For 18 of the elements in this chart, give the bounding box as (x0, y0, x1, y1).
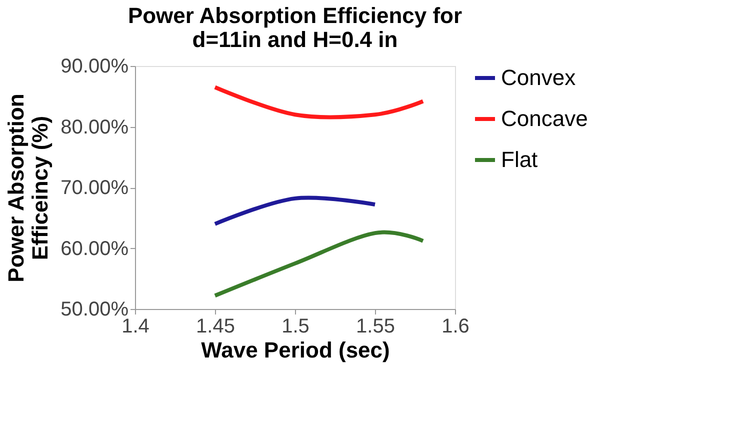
text: Power Absorption Efficiency for (128, 3, 462, 28)
legend-label: Convex (501, 65, 576, 90)
y-tick-label: 80.00% (60, 116, 129, 138)
legend-label: Flat (501, 147, 538, 172)
x-tick-label: 1.55 (356, 316, 395, 338)
line-series (213, 230, 425, 298)
x-tick-label: 1.4 (122, 316, 150, 338)
text: Efficeincy (%) (28, 116, 53, 260)
x-axis-title: Wave Period (sec) (201, 338, 390, 362)
x-tick-label: 1.5 (282, 316, 310, 338)
x-tick-label: 1.6 (442, 316, 470, 338)
text: Power Absorption (4, 94, 29, 282)
y-tick-label: 70.00% (60, 177, 129, 199)
y-tick-label: 60.00% (60, 238, 129, 260)
x-tick-label: 1.45 (196, 316, 235, 338)
text: d=11in and H=0.4 in (192, 27, 398, 52)
y-tick-label: 90.00% (60, 56, 129, 78)
legend-label: Concave (501, 106, 588, 131)
